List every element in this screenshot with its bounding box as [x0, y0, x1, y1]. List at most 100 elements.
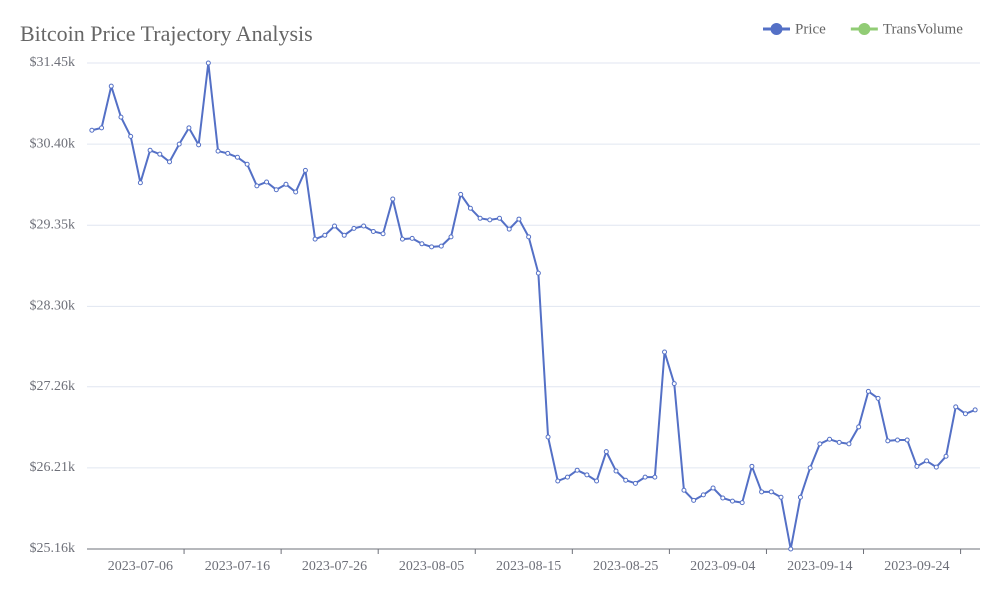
x-tick-label: 2023-09-14	[787, 559, 852, 574]
x-tick-label: 2023-09-04	[690, 559, 755, 574]
point	[264, 179, 270, 185]
point	[875, 395, 881, 401]
point	[827, 436, 833, 442]
point	[477, 215, 483, 221]
point	[691, 497, 697, 503]
point	[312, 236, 318, 242]
point	[613, 468, 619, 474]
point	[322, 232, 328, 238]
point	[924, 458, 930, 464]
legend-label: Price	[795, 21, 826, 37]
point	[137, 180, 143, 186]
point	[555, 478, 561, 484]
point	[681, 487, 687, 493]
point	[128, 133, 134, 139]
point	[885, 438, 891, 444]
point	[623, 477, 629, 483]
x-tick-label: 2023-07-16	[205, 559, 270, 574]
point	[361, 223, 367, 229]
point	[419, 241, 425, 247]
chart-title: Bitcoin Price Trajectory Analysis	[20, 21, 313, 46]
point	[729, 498, 735, 504]
point	[914, 463, 920, 469]
point	[370, 228, 376, 234]
y-tick-label: $29.35k	[30, 217, 76, 232]
legend-item: TransVolume	[850, 21, 963, 37]
x-tick-label: 2023-08-25	[593, 559, 658, 574]
point	[516, 216, 522, 222]
point	[574, 467, 580, 473]
x-tick-label: 2023-07-06	[108, 559, 173, 574]
point	[467, 205, 473, 211]
point	[720, 495, 726, 501]
point	[894, 437, 900, 443]
point	[506, 226, 512, 232]
point	[710, 485, 716, 491]
point	[846, 441, 852, 447]
point	[390, 196, 396, 202]
y-tick-label: $26.21k	[30, 460, 76, 475]
point	[167, 159, 173, 165]
point	[632, 480, 638, 486]
point	[273, 187, 279, 193]
x-tick-label: 2023-07-26	[302, 559, 367, 574]
point	[108, 83, 114, 89]
point	[225, 150, 231, 156]
x-tick-label: 2023-09-24	[884, 559, 949, 574]
point	[865, 388, 871, 394]
point	[293, 189, 299, 195]
point	[526, 234, 532, 240]
point	[545, 434, 551, 440]
point	[341, 232, 347, 238]
point	[458, 191, 464, 197]
point	[332, 223, 338, 229]
x-tick-label: 2023-08-05	[399, 559, 464, 574]
point	[768, 489, 774, 495]
y-tick-label: $28.30k	[30, 299, 76, 314]
point	[797, 494, 803, 500]
point	[438, 243, 444, 249]
point	[904, 437, 910, 443]
point	[157, 151, 163, 157]
point	[642, 474, 648, 480]
point	[807, 465, 813, 471]
point	[652, 474, 658, 480]
point	[759, 489, 765, 495]
point	[584, 472, 590, 478]
point	[856, 424, 862, 430]
point	[962, 411, 968, 417]
point	[671, 381, 677, 387]
point	[302, 167, 308, 173]
point	[186, 125, 192, 131]
point	[89, 127, 95, 133]
point	[244, 161, 250, 167]
point	[953, 404, 959, 410]
point	[972, 407, 978, 413]
point	[700, 492, 706, 498]
point	[788, 546, 794, 552]
point	[399, 236, 405, 242]
point	[836, 439, 842, 445]
point	[176, 141, 182, 147]
legend-item: Price	[763, 21, 826, 37]
point	[497, 215, 503, 221]
y-tick-label: $31.45k	[30, 55, 76, 70]
point	[448, 234, 454, 240]
point	[487, 217, 493, 223]
y-tick-label: $25.16k	[30, 541, 76, 556]
point	[429, 244, 435, 250]
y-tick-label: $30.40k	[30, 136, 76, 151]
legend-swatch-dot	[858, 23, 871, 35]
point	[749, 463, 755, 469]
point	[205, 60, 211, 66]
point	[409, 235, 415, 241]
y-tick-label: $27.26k	[30, 379, 76, 394]
x-tick-label: 2023-08-15	[496, 559, 561, 574]
point	[234, 154, 240, 160]
point	[147, 147, 153, 153]
point	[535, 270, 541, 276]
point	[943, 453, 949, 459]
point	[594, 478, 600, 484]
point	[380, 231, 386, 237]
